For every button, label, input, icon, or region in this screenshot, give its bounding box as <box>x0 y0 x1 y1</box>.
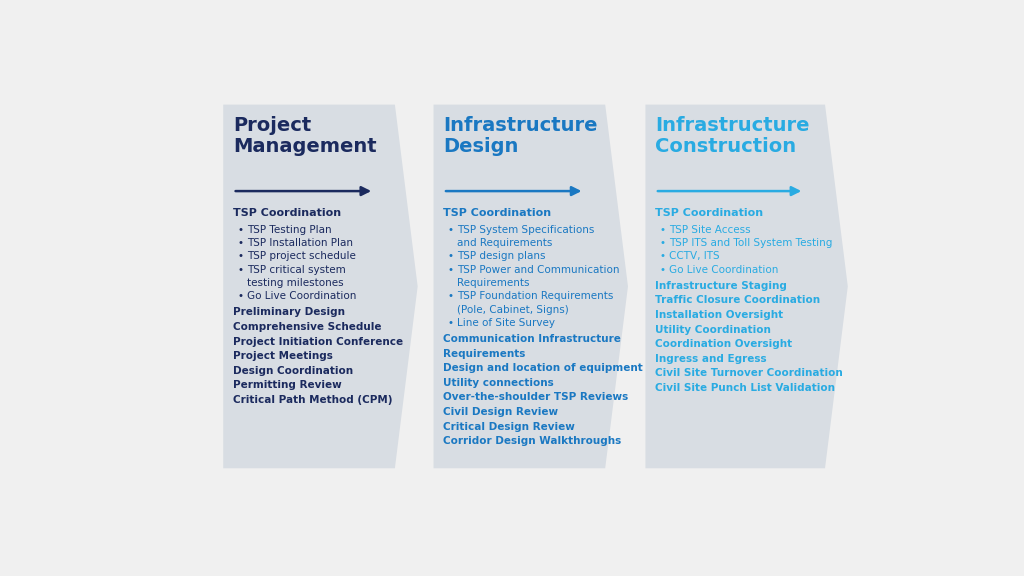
Text: Infrastructure
Design: Infrastructure Design <box>443 116 598 156</box>
Text: Critical Path Method (CPM): Critical Path Method (CPM) <box>232 395 392 405</box>
Text: Infrastructure Staging: Infrastructure Staging <box>655 281 786 291</box>
Polygon shape <box>645 105 848 468</box>
Text: Line of Site Survey: Line of Site Survey <box>458 318 555 328</box>
Text: Civil Site Turnover Coordination: Civil Site Turnover Coordination <box>655 369 843 378</box>
Text: TSP System Specifications: TSP System Specifications <box>458 225 595 235</box>
Text: •: • <box>238 251 244 262</box>
Text: •: • <box>659 238 666 248</box>
Text: Go Live Coordination: Go Live Coordination <box>247 291 356 301</box>
Text: TSP Coordination: TSP Coordination <box>232 208 341 218</box>
Text: TSP Coordination: TSP Coordination <box>655 208 763 218</box>
Text: Installation Oversight: Installation Oversight <box>655 310 783 320</box>
Text: •: • <box>447 318 454 328</box>
Text: Civil Site Punch List Validation: Civil Site Punch List Validation <box>655 383 835 393</box>
Text: (Pole, Cabinet, Signs): (Pole, Cabinet, Signs) <box>458 305 569 314</box>
Text: Critical Design Review: Critical Design Review <box>443 422 574 432</box>
Text: TSP Coordination: TSP Coordination <box>443 208 551 218</box>
Text: Project Initiation Conference: Project Initiation Conference <box>232 336 402 347</box>
Text: Traffic Closure Coordination: Traffic Closure Coordination <box>655 295 820 305</box>
Text: TSP Foundation Requirements: TSP Foundation Requirements <box>458 291 613 301</box>
Text: Communication Infrastructure: Communication Infrastructure <box>443 334 621 344</box>
Text: •: • <box>659 251 666 262</box>
Text: Over-the-shoulder TSP Reviews: Over-the-shoulder TSP Reviews <box>443 392 629 403</box>
Text: Project Meetings: Project Meetings <box>232 351 333 361</box>
Text: testing milestones: testing milestones <box>247 278 344 288</box>
Text: Coordination Oversight: Coordination Oversight <box>655 339 793 349</box>
Text: Preliminary Design: Preliminary Design <box>232 307 345 317</box>
Text: Corridor Design Walkthroughs: Corridor Design Walkthroughs <box>443 437 622 446</box>
Text: •: • <box>659 265 666 275</box>
Text: Utility Coordination: Utility Coordination <box>655 325 771 335</box>
Text: •: • <box>238 238 244 248</box>
Text: TSP Power and Communication: TSP Power and Communication <box>458 265 620 275</box>
Text: Project
Management: Project Management <box>232 116 377 156</box>
Text: •: • <box>447 291 454 301</box>
Text: •: • <box>447 251 454 262</box>
Text: Infrastructure
Construction: Infrastructure Construction <box>655 116 809 156</box>
Text: •: • <box>238 225 244 235</box>
Text: Permitting Review: Permitting Review <box>232 381 342 391</box>
Text: Design Coordination: Design Coordination <box>232 366 353 376</box>
Text: Requirements: Requirements <box>458 278 529 288</box>
Text: and Requirements: and Requirements <box>458 238 553 248</box>
Polygon shape <box>433 105 628 468</box>
Polygon shape <box>223 105 418 468</box>
Text: •: • <box>238 291 244 301</box>
Text: TSP critical system: TSP critical system <box>247 265 346 275</box>
Text: TSP ITS and Toll System Testing: TSP ITS and Toll System Testing <box>670 238 833 248</box>
Text: TSP Site Access: TSP Site Access <box>670 225 751 235</box>
Text: TSP design plans: TSP design plans <box>458 251 546 262</box>
Text: Go Live Coordination: Go Live Coordination <box>670 265 778 275</box>
Text: TSP Installation Plan: TSP Installation Plan <box>247 238 353 248</box>
Text: Civil Design Review: Civil Design Review <box>443 407 558 417</box>
Text: •: • <box>659 225 666 235</box>
Text: TSP project schedule: TSP project schedule <box>247 251 356 262</box>
Text: •: • <box>238 265 244 275</box>
Text: •: • <box>447 265 454 275</box>
Text: Requirements: Requirements <box>443 348 525 358</box>
Text: Utility connections: Utility connections <box>443 378 554 388</box>
Text: Ingress and Egress: Ingress and Egress <box>655 354 767 364</box>
Text: Comprehensive Schedule: Comprehensive Schedule <box>232 322 381 332</box>
Text: CCTV, ITS: CCTV, ITS <box>670 251 720 262</box>
Text: Design and location of equipment: Design and location of equipment <box>443 363 643 373</box>
Text: •: • <box>447 225 454 235</box>
Text: TSP Testing Plan: TSP Testing Plan <box>247 225 332 235</box>
